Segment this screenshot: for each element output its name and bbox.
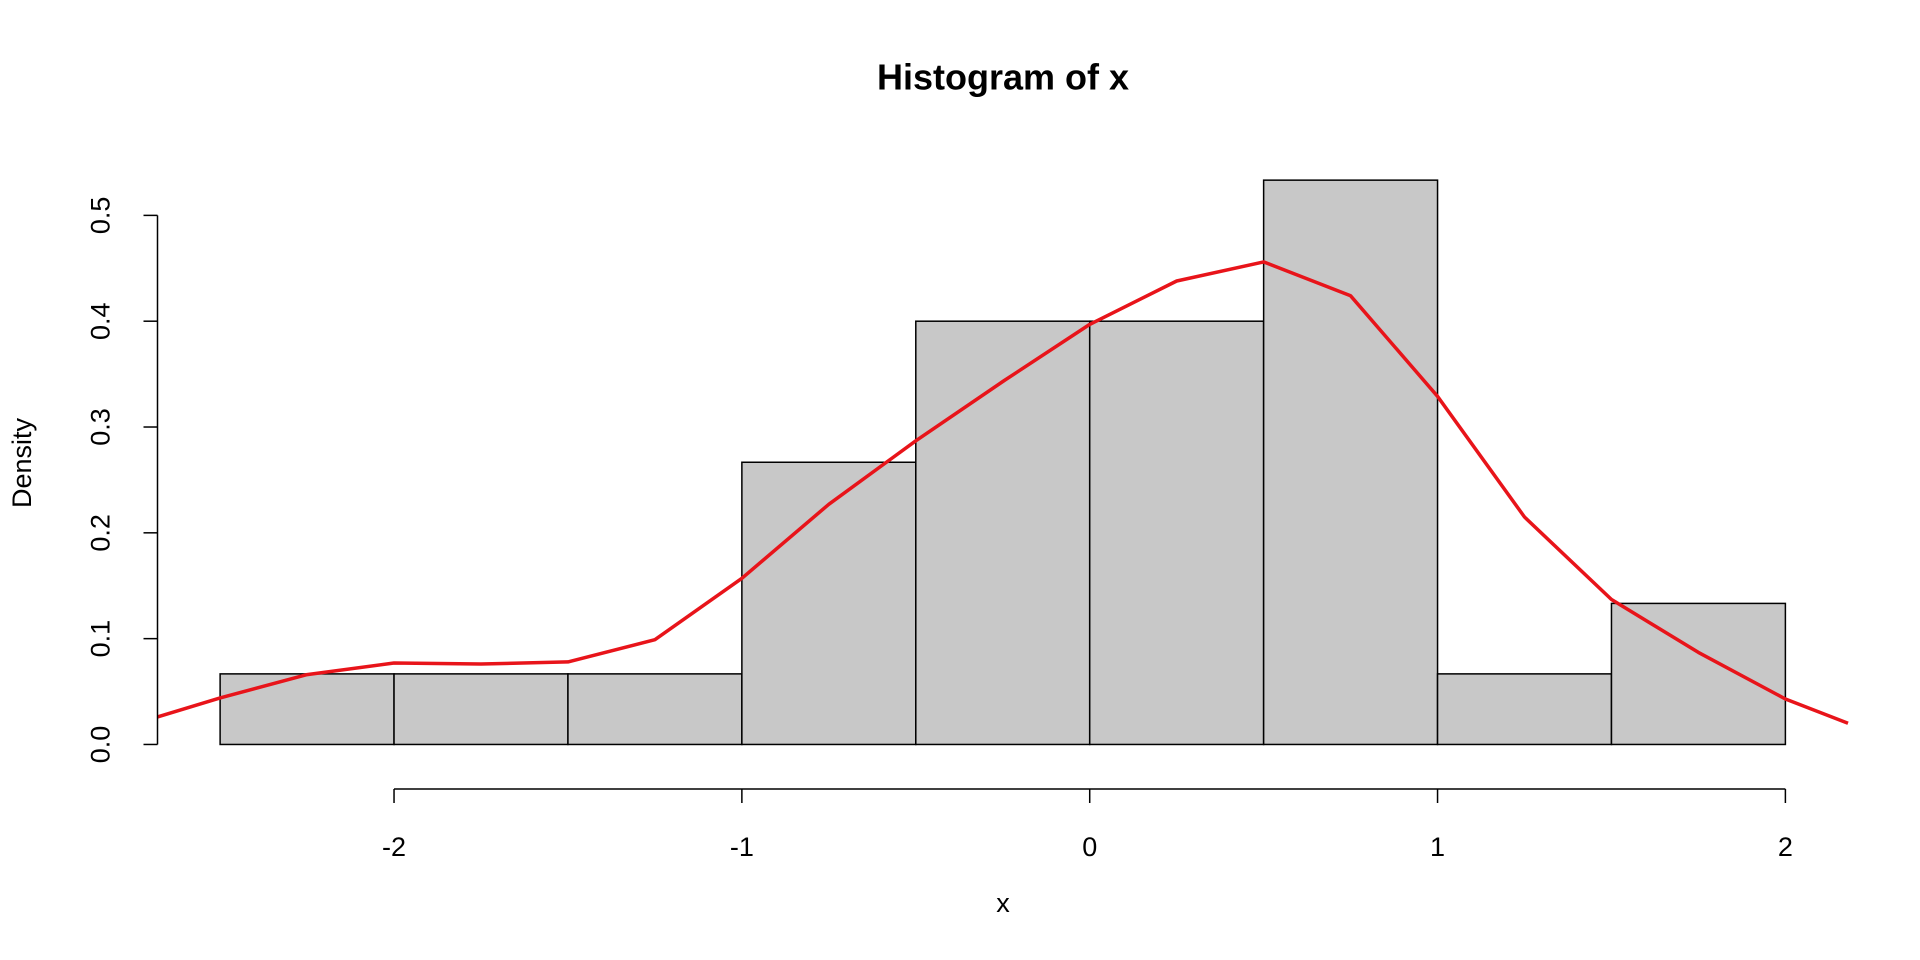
- bar: [1262, 179, 1439, 746]
- y-tick-label: 0.2: [86, 514, 116, 552]
- chart-title: Histogram of x: [877, 57, 1129, 98]
- bar: [219, 673, 395, 746]
- density-line: [156, 260, 1849, 725]
- x-tick-label: -1: [730, 832, 754, 862]
- bar: [1088, 320, 1265, 746]
- x-axis-label: x: [996, 888, 1010, 918]
- bar: [1610, 602, 1787, 746]
- x-tick-label: 0: [1082, 832, 1097, 862]
- y-tick-label: 0.5: [86, 197, 116, 235]
- bar: [741, 461, 917, 746]
- bar: [915, 320, 1091, 746]
- x-tick-label: 1: [1430, 832, 1445, 862]
- bar: [567, 673, 743, 746]
- bar: [393, 673, 569, 746]
- bar: [1436, 673, 1613, 746]
- y-tick-label: 0.0: [86, 726, 116, 764]
- y-tick-label: 0.3: [86, 408, 116, 446]
- x-tick-label: -2: [382, 832, 406, 862]
- y-tick-label: 0.4: [86, 302, 116, 340]
- y-axis-label: Density: [7, 417, 37, 508]
- y-tick-label: 0.1: [86, 620, 116, 658]
- x-tick-label: 2: [1778, 832, 1793, 862]
